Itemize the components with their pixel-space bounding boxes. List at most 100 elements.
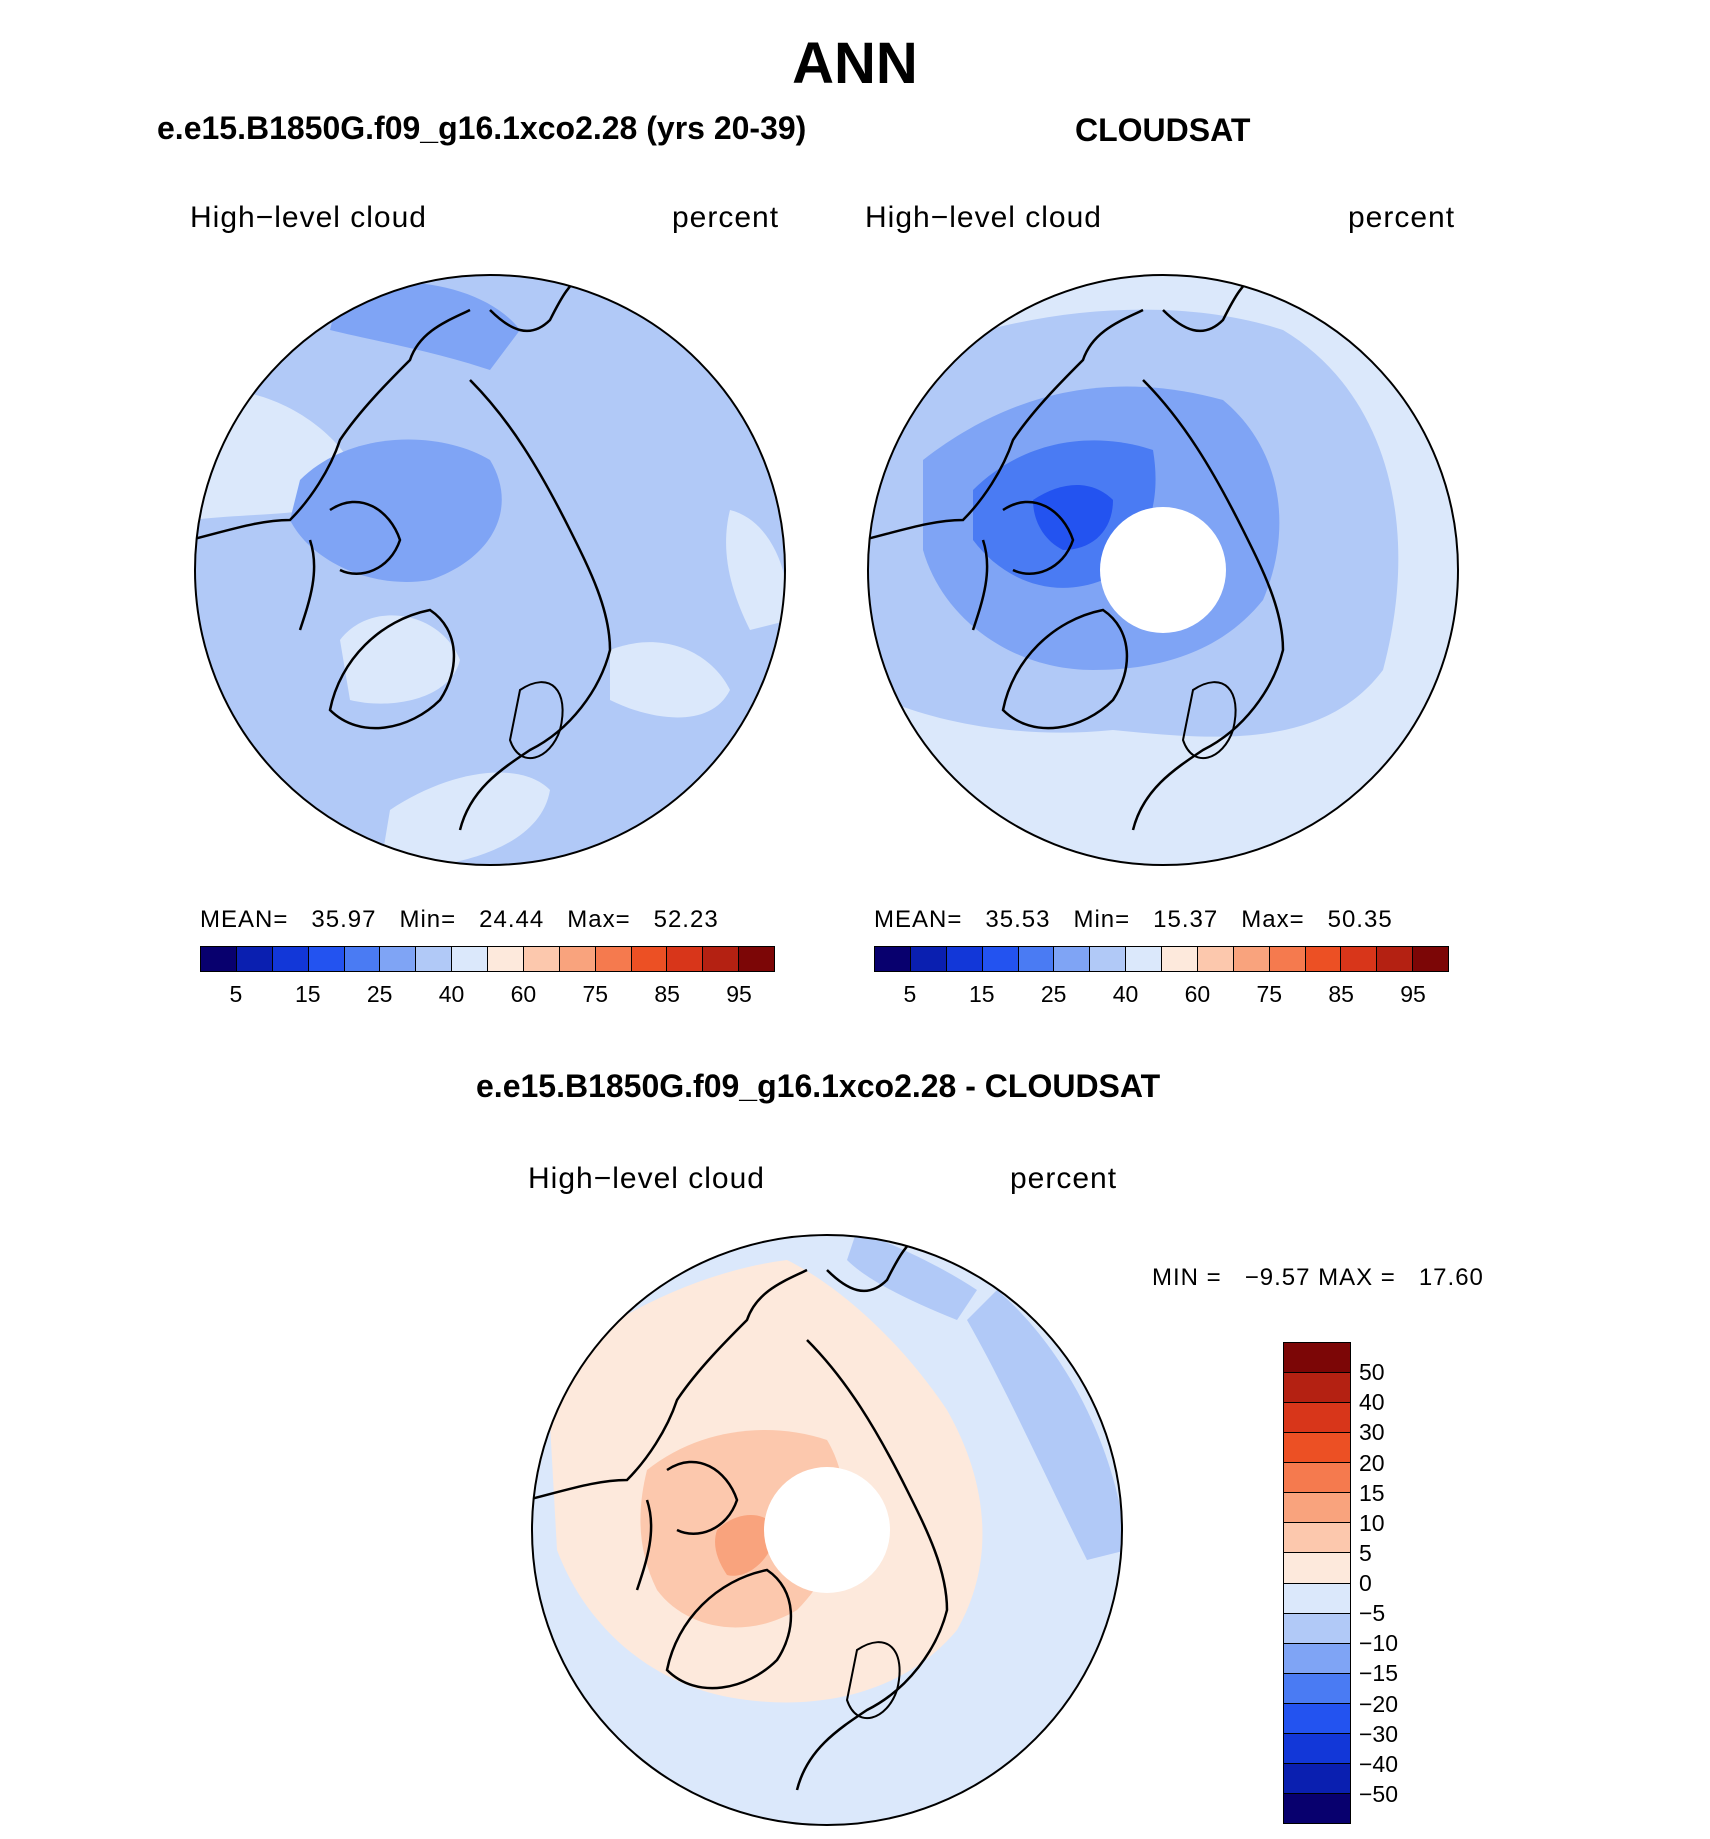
diff-missing-pole <box>764 1467 890 1593</box>
obs-colorbar-tick-label: 75 <box>1256 981 1283 1007</box>
diff-colorbar-box <box>1284 1493 1350 1524</box>
model-coastline-scandinavia <box>508 681 564 760</box>
obs-map-boundary <box>867 274 1459 866</box>
model-coastline-canada <box>195 308 471 631</box>
model-colorbar-box <box>344 947 381 971</box>
diff-colorbar-tick-label: 50 <box>1359 1359 1385 1386</box>
diff-colorbar-tick-label: 15 <box>1359 1479 1385 1506</box>
diff-colorbar-box <box>1284 1643 1350 1674</box>
panel-diff-units: percent <box>1010 1162 1118 1195</box>
diff-colorbar-box <box>1284 1523 1350 1554</box>
panel-diff-title: e.e15.B1850G.f09_g16.1xco2.28 - CLOUDSAT <box>476 1068 1161 1104</box>
obs-colorbar-tick-label: 95 <box>1400 981 1426 1007</box>
obs-colorbar-box <box>1162 947 1198 971</box>
obs-colorbar-tick-label: 15 <box>969 981 995 1007</box>
diff-colorbar-box <box>1284 1703 1350 1734</box>
model-colorbar-tick-label: 5 <box>229 981 243 1007</box>
model-colorbar-box <box>488 947 524 971</box>
diff-colorbar-tick-label: −50 <box>1359 1780 1399 1807</box>
diff-colorbar-tick-label: 10 <box>1359 1509 1385 1536</box>
diff-colorbar-box <box>1284 1553 1350 1584</box>
obs-missing-pole <box>1100 507 1226 633</box>
map-obs <box>867 274 1459 866</box>
diff-coastline-canada <box>532 1268 808 1591</box>
obs-min-label: Min= <box>1073 906 1131 933</box>
model-colorbar-box <box>201 947 237 971</box>
diff-colorbar-tick-label: 5 <box>1359 1539 1372 1566</box>
obs-min-value: 15.37 <box>1153 906 1219 933</box>
model-colorbar-boxes <box>200 946 775 972</box>
map-model <box>194 274 786 866</box>
panel-model-title: e.e15.B1850G.f09_g16.1xco2.28 (yrs 20-39… <box>157 110 807 146</box>
obs-mean-value: 35.53 <box>985 906 1051 933</box>
obs-colorbar-tick-label: 60 <box>1184 981 1211 1007</box>
diff-colorbar-box <box>1284 1733 1350 1764</box>
model-colorbar-box <box>559 947 596 971</box>
model-colorbar-box <box>703 947 740 971</box>
colorbar-obs: 5 15 25 40 60 75 85 95 <box>874 946 1449 1007</box>
obs-colorbar-box <box>1126 947 1162 971</box>
model-field-background <box>195 275 785 865</box>
obs-colorbar-boxes <box>874 946 1449 972</box>
model-colorbar-tick-label: 40 <box>438 981 465 1007</box>
model-colorbar-tick-label: 15 <box>295 981 321 1007</box>
diff-colorbar-box <box>1284 1583 1350 1614</box>
diff-min-label: MIN = <box>1152 1264 1222 1291</box>
model-colorbar-box <box>523 947 560 971</box>
diff-colorbar-tick-label: −5 <box>1359 1600 1386 1627</box>
model-field-light-atlantic <box>380 772 550 865</box>
diff-colorbar-box <box>1284 1673 1350 1704</box>
obs-field-band-deepest <box>1033 485 1113 550</box>
map-diff <box>531 1234 1123 1826</box>
diff-colorbar-box <box>1284 1433 1350 1464</box>
model-colorbar-tick-label: 25 <box>366 981 393 1007</box>
model-field-light-east <box>726 510 785 630</box>
model-colorbar-box <box>272 947 309 971</box>
diff-colorbar-box <box>1284 1763 1350 1794</box>
obs-colorbar-box <box>1197 947 1234 971</box>
model-colorbar-box <box>595 947 632 971</box>
diff-colorbar-boxes <box>1283 1342 1351 1824</box>
diff-colorbar-tick-label: 40 <box>1359 1389 1385 1416</box>
panel-model-units: percent <box>672 201 780 234</box>
obs-colorbar-box <box>1054 947 1091 971</box>
model-mean-value: 35.97 <box>311 906 377 933</box>
diff-max-label: MAX = <box>1318 1264 1396 1291</box>
diff-colorbar-tick-label: −10 <box>1359 1630 1399 1657</box>
panel-obs-title: CLOUDSAT <box>1075 112 1251 148</box>
obs-colorbar-box <box>1018 947 1055 971</box>
diff-field-positive-high <box>715 1515 777 1576</box>
model-colorbar-box <box>416 947 453 971</box>
diff-colorbar-tick-label: 0 <box>1359 1570 1372 1596</box>
model-field-pacific <box>330 282 520 370</box>
diff-coastline-scandinavia <box>845 1641 901 1720</box>
panel-model-variable: High−level cloud <box>190 201 427 234</box>
diff-colorbar-box <box>1284 1343 1350 1374</box>
obs-colorbar-box <box>1341 947 1378 971</box>
obs-colorbar-box <box>1377 947 1414 971</box>
model-colorbar-box <box>308 947 345 971</box>
model-map-boundary <box>194 274 786 866</box>
model-colorbar-tick-label: 60 <box>510 981 537 1007</box>
obs-max-label: Max= <box>1241 906 1305 933</box>
diff-colorbar-box <box>1284 1793 1350 1823</box>
model-colorbar-tick-label: 75 <box>582 981 609 1007</box>
obs-colorbar-box <box>875 947 911 971</box>
model-min-value: 24.44 <box>479 906 545 933</box>
diff-colorbar-box <box>1284 1463 1350 1494</box>
panel-model-stats: MEAN= 35.97 Min= 24.44 Max= 52.23 <box>200 906 719 934</box>
diff-colorbar-box <box>1284 1613 1350 1644</box>
obs-colorbar-tick-label: 40 <box>1112 981 1139 1007</box>
diff-colorbar-tick-label: 20 <box>1359 1449 1385 1476</box>
panel-obs-stats: MEAN= 35.53 Min= 15.37 Max= 50.35 <box>874 906 1393 934</box>
obs-coastline-greenland <box>1001 608 1129 730</box>
diff-colorbar-tick-label: −15 <box>1359 1660 1399 1687</box>
diff-colorbar-tick-label: −40 <box>1359 1750 1399 1777</box>
obs-colorbar-box <box>910 947 947 971</box>
diff-colorbar-tick-label: −30 <box>1359 1720 1399 1747</box>
model-colorbar-box <box>631 947 668 971</box>
obs-colorbar-box <box>1269 947 1306 971</box>
obs-colorbar-tick-label: 5 <box>903 981 917 1007</box>
obs-colorbar-box <box>1090 947 1127 971</box>
diff-colorbar-tick-label: −20 <box>1359 1690 1399 1717</box>
